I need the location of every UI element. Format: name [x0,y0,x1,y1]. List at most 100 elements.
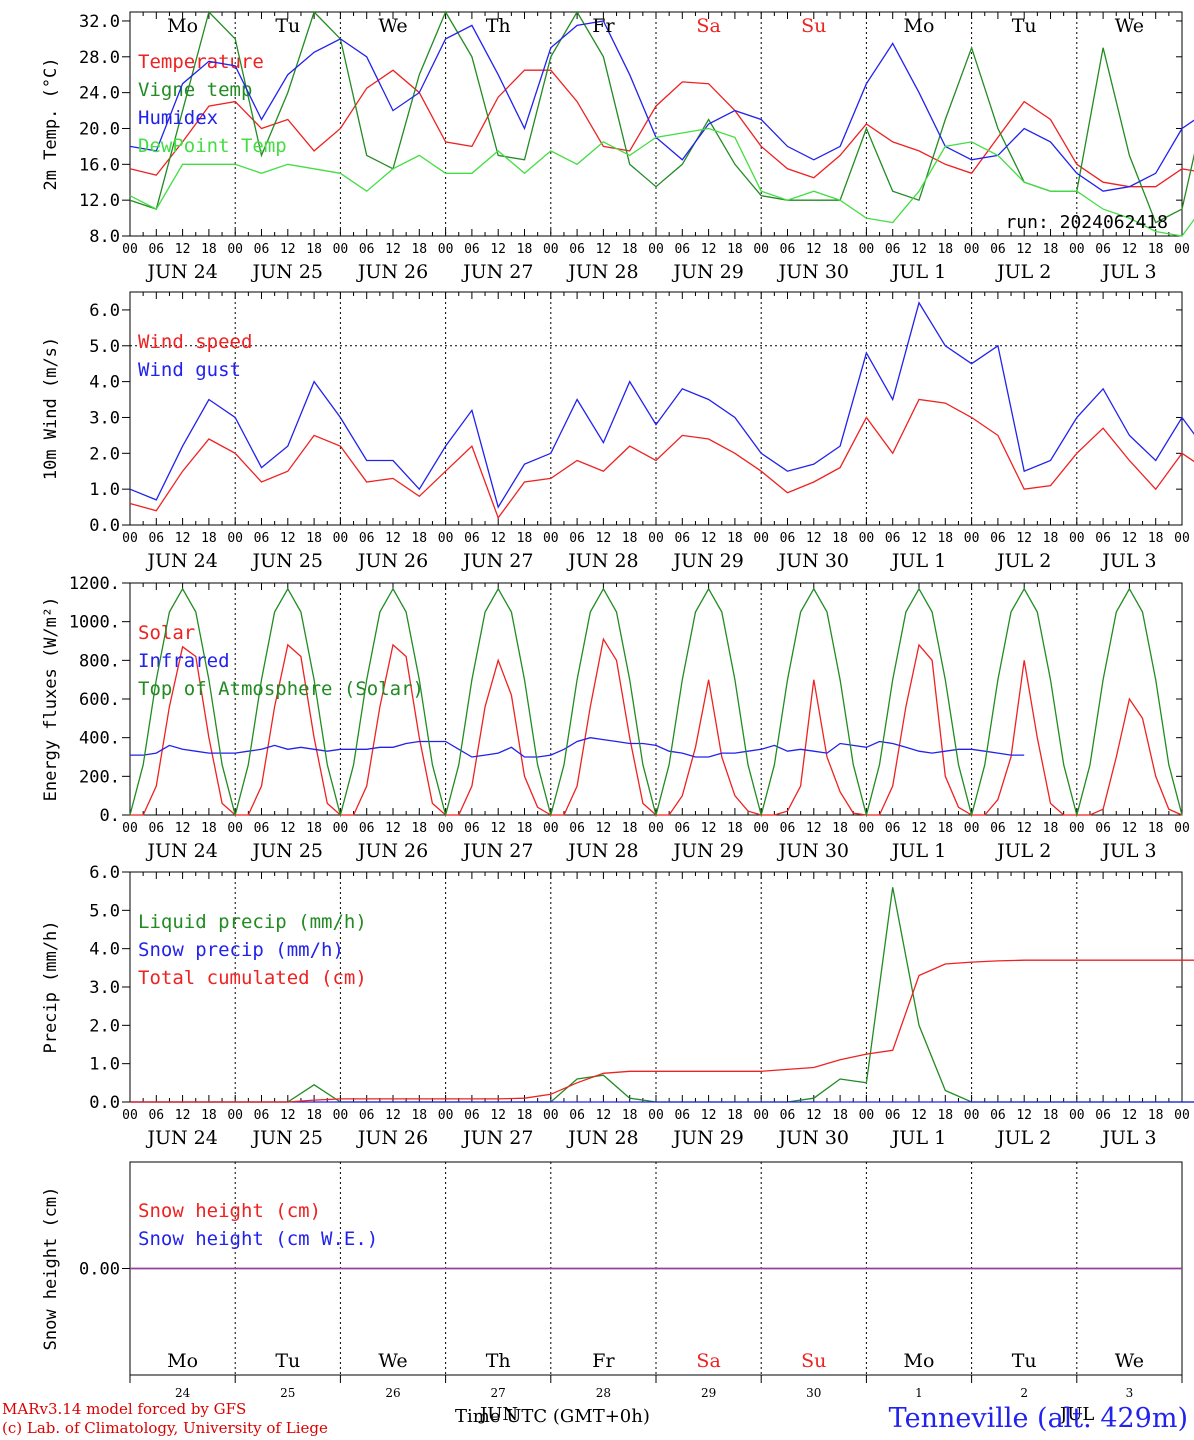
day-label: JUN 30 [777,840,849,862]
day-label: JUN 25 [251,1127,323,1149]
hour-tick-label: 00 [1069,1108,1085,1123]
hour-tick-label: 06 [1095,1108,1111,1123]
hour-tick-label: 18 [622,531,638,546]
day-label: JUN 27 [461,1127,533,1149]
y-tick-label: 12.0 [79,191,120,211]
day-number-label: 26 [385,1386,400,1400]
hour-tick-label: 00 [753,531,769,546]
hour-tick-label: 06 [569,531,585,546]
hour-tick-label: 00 [333,242,349,257]
month-label: JUN [478,1404,518,1425]
hour-tick-label: 12 [911,242,927,257]
hour-tick-label: 06 [254,821,270,836]
hour-tick-label: 18 [306,1108,322,1123]
weekday-label: Su [801,15,826,37]
hour-tick-label: 06 [1095,821,1111,836]
weekday-label: Tu [1012,15,1037,37]
hour-tick-label: 00 [122,821,138,836]
hour-tick-label: 06 [254,1108,270,1123]
hour-tick-label: 00 [227,531,243,546]
hour-tick-label: 00 [227,242,243,257]
hour-tick-label: 12 [596,242,612,257]
weekday-label: Th [486,15,511,37]
hour-tick-label: 06 [148,1108,164,1123]
legend-entry: Solar [138,622,195,644]
hour-tick-label: 12 [806,531,822,546]
legend-entry: Wind gust [138,359,241,381]
hour-tick-label: 18 [1043,1108,1059,1123]
hour-tick-label: 00 [753,242,769,257]
hour-tick-label: 00 [1069,531,1085,546]
hour-tick-label: 00 [122,531,138,546]
hour-tick-label: 00 [122,242,138,257]
weekday-label: Th [486,1350,511,1372]
hour-tick-label: 00 [438,531,454,546]
day-label: JUL 2 [995,1127,1051,1149]
run-annotation: run: 2024062418 [1005,212,1168,233]
hour-tick-label: 06 [569,1108,585,1123]
hour-tick-label: 00 [543,531,559,546]
hour-tick-label: 18 [622,1108,638,1123]
weekday-label: Mo [904,15,935,37]
hour-tick-label: 12 [701,242,717,257]
y-tick-label: 3.0 [89,978,120,998]
day-number-label: 1 [915,1386,923,1400]
hour-tick-label: 00 [438,1108,454,1123]
day-label: JUL 2 [995,261,1051,283]
hour-tick-label: 18 [1148,531,1164,546]
legend-entry: Liquid precip (mm/h) [138,911,367,933]
hour-tick-label: 12 [1016,1108,1032,1123]
hour-tick-label: 00 [964,531,980,546]
hour-tick-label: 06 [464,1108,480,1123]
legend-entry: Wind speed [138,331,252,353]
hour-tick-label: 18 [727,1108,743,1123]
hour-tick-label: 12 [596,531,612,546]
station-label: Tenneville (alt. 429m) [888,1403,1188,1434]
day-label: JUN 28 [566,1127,638,1149]
y-tick-label: 2.0 [89,444,120,464]
hour-tick-label: 06 [569,242,585,257]
y-tick-label: 1000. [69,613,120,633]
hour-tick-label: 06 [674,531,690,546]
hour-tick-label: 12 [701,531,717,546]
legend-entry: DewPoint Temp [138,135,287,157]
y-tick-label: 0.0 [89,516,120,536]
hour-tick-label: 06 [359,242,375,257]
hour-tick-label: 00 [1174,242,1190,257]
hour-tick-label: 06 [990,821,1006,836]
hour-tick-label: 06 [780,1108,796,1123]
hour-tick-label: 18 [201,531,217,546]
hour-tick-label: 12 [280,1108,296,1123]
hour-tick-label: 18 [201,242,217,257]
hour-tick-label: 00 [964,821,980,836]
hour-tick-label: 12 [596,1108,612,1123]
hour-tick-label: 18 [832,1108,848,1123]
hour-tick-label: 18 [517,531,533,546]
day-label: JUN 24 [145,1127,217,1149]
day-label: JUL 1 [890,1127,946,1149]
day-number-label: 27 [491,1386,506,1400]
hour-tick-label: 12 [1122,821,1138,836]
y-tick-label: 28.0 [79,48,120,68]
y-axis-label: Snow height (cm) [41,1187,61,1351]
hour-tick-label: 12 [806,1108,822,1123]
hour-tick-label: 12 [385,1108,401,1123]
hour-tick-label: 12 [911,531,927,546]
day-label: JUN 28 [566,550,638,572]
hour-tick-label: 12 [175,531,191,546]
series-line-2-1 [130,737,1025,758]
day-label: JUN 24 [145,550,217,572]
hour-tick-label: 00 [648,242,664,257]
hour-tick-label: 06 [674,242,690,257]
hour-tick-label: 06 [674,1108,690,1123]
hour-tick-label: 00 [648,531,664,546]
hour-tick-label: 00 [859,1108,875,1123]
hour-tick-label: 12 [175,821,191,836]
day-label: JUN 27 [461,840,533,862]
hour-tick-label: 12 [385,821,401,836]
hour-tick-label: 18 [411,531,427,546]
hour-tick-label: 06 [464,242,480,257]
hour-tick-label: 12 [1016,821,1032,836]
hour-tick-label: 12 [1016,531,1032,546]
day-number-label: 2 [1020,1386,1028,1400]
